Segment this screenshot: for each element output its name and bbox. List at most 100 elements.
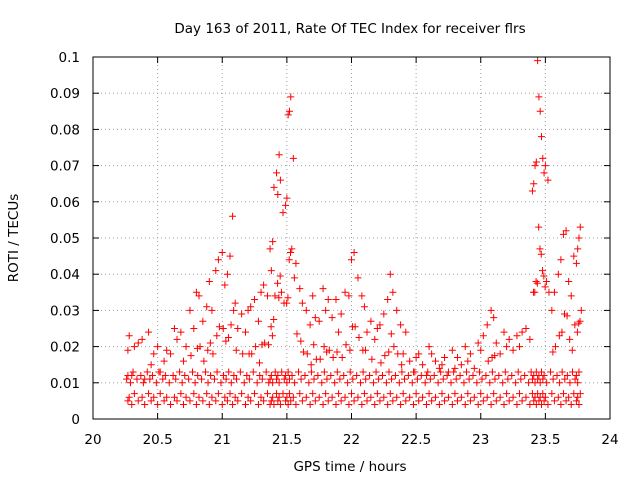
x-tick-label: 22.5 (401, 432, 431, 448)
data-point (283, 379, 291, 387)
y-tick-label: 0.04 (50, 267, 80, 283)
data-point (399, 390, 407, 398)
data-point (332, 401, 340, 409)
data-point (532, 277, 540, 285)
data-point (557, 256, 565, 264)
data-point (223, 270, 231, 278)
data-point (448, 401, 456, 409)
data-point (160, 397, 168, 405)
data-point (128, 372, 136, 380)
data-point (320, 343, 328, 351)
data-point (490, 314, 498, 322)
data-point (243, 372, 251, 380)
data-point (367, 317, 375, 325)
data-point (256, 372, 264, 380)
data-point (208, 393, 216, 401)
data-point (222, 375, 230, 383)
data-point (187, 352, 195, 360)
data-point (208, 306, 216, 314)
data-point (325, 346, 333, 354)
data-point (563, 312, 571, 320)
data-point (181, 372, 189, 380)
data-point (385, 348, 393, 356)
data-point (537, 250, 545, 258)
data-point (156, 390, 164, 398)
data-point (315, 393, 323, 401)
data-point (477, 346, 485, 354)
data-point (287, 93, 295, 101)
data-point (194, 372, 202, 380)
chart-title: Day 163 of 2011, Rate Of TEC Index for r… (174, 21, 525, 37)
data-point (199, 397, 207, 405)
data-point (244, 393, 252, 401)
data-point (186, 397, 194, 405)
data-point (251, 390, 259, 398)
data-point (358, 401, 366, 409)
data-point (495, 372, 503, 380)
data-point (248, 350, 256, 358)
data-point (268, 332, 276, 340)
data-point (575, 401, 583, 409)
data-point (310, 375, 318, 383)
data-point (333, 348, 341, 356)
data-point (355, 334, 363, 342)
data-point (279, 209, 287, 217)
data-point (452, 375, 460, 383)
data-point (273, 375, 281, 383)
data-point (464, 357, 472, 365)
data-point (410, 401, 418, 409)
data-point (125, 332, 133, 340)
data-point (536, 245, 544, 253)
data-point (487, 401, 495, 409)
data-point (275, 294, 283, 302)
data-point (540, 272, 548, 280)
data-point (453, 353, 461, 361)
data-point (465, 375, 473, 383)
data-point (189, 368, 197, 376)
data-point (128, 401, 136, 409)
data-point (270, 401, 278, 409)
data-point (224, 334, 232, 342)
data-point (537, 133, 545, 141)
data-point (271, 292, 279, 300)
data-point (282, 201, 290, 209)
data-point (513, 401, 521, 409)
data-point (348, 390, 355, 398)
data-point (263, 390, 271, 398)
data-point (559, 390, 567, 398)
data-point (353, 372, 361, 380)
y-tick-label: 0.06 (50, 195, 80, 211)
data-point (438, 390, 446, 398)
data-point (367, 393, 375, 401)
data-point (562, 227, 570, 235)
data-point (169, 372, 177, 380)
data-point (500, 401, 508, 409)
data-point (550, 397, 558, 405)
data-point (491, 352, 499, 360)
data-point (359, 368, 367, 376)
data-point (218, 401, 226, 409)
data-point (547, 368, 555, 376)
data-point (526, 401, 534, 409)
y-tick-label: 0.01 (50, 376, 80, 392)
data-point (249, 368, 257, 376)
data-point (490, 390, 498, 398)
data-point (398, 361, 406, 369)
data-point (518, 397, 526, 405)
data-point (503, 390, 511, 398)
data-point (422, 401, 430, 409)
data-point (179, 401, 187, 409)
data-point (167, 401, 175, 409)
data-point (230, 372, 238, 380)
data-point (309, 292, 317, 300)
data-point (372, 368, 380, 376)
data-point (302, 393, 310, 401)
data-point (230, 306, 238, 314)
data-point (406, 393, 414, 401)
data-point (328, 393, 336, 401)
data-point (252, 343, 260, 351)
data-point (398, 368, 406, 376)
data-point (438, 361, 446, 369)
data-point (576, 223, 584, 231)
data-point (276, 272, 284, 280)
